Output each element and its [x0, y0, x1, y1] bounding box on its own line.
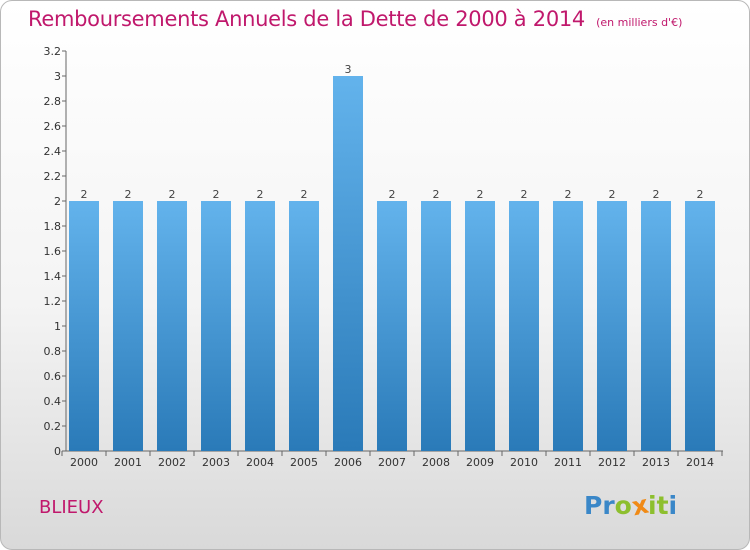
y-tick-label: 1	[54, 320, 61, 333]
x-tick-label: 2003	[202, 456, 230, 469]
bar	[685, 201, 715, 451]
data-label: 2	[477, 188, 484, 201]
x-tick-label: 2013	[642, 456, 670, 469]
x-tick-label: 2009	[466, 456, 494, 469]
x-tick-label: 2005	[290, 456, 318, 469]
y-tick-label: 0.8	[44, 345, 62, 358]
logo-letter: r	[602, 491, 615, 520]
data-label: 3	[345, 63, 352, 76]
data-label: 2	[125, 188, 132, 201]
y-tick-label: 1.2	[44, 295, 62, 308]
bar	[333, 76, 363, 451]
y-tick-label: 0.6	[44, 370, 62, 383]
x-tick-label: 2008	[422, 456, 450, 469]
logo-letter: t	[656, 491, 669, 520]
chart-subtitle: (en milliers d'€)	[596, 16, 683, 29]
bar	[377, 201, 407, 451]
y-tick-label: 2.6	[44, 120, 62, 133]
data-label: 2	[257, 188, 264, 201]
data-label: 2	[565, 188, 572, 201]
x-tick-label: 2002	[158, 456, 186, 469]
x-tick-label: 2010	[510, 456, 538, 469]
bar	[509, 201, 539, 451]
y-tick-label: 1.8	[44, 220, 62, 233]
data-label: 2	[301, 188, 308, 201]
bar	[641, 201, 671, 451]
data-label: 2	[81, 188, 88, 201]
logo-letter: P	[584, 491, 603, 520]
y-tick-label: 2.2	[44, 170, 62, 183]
y-tick-label: 2	[54, 195, 61, 208]
bar	[597, 201, 627, 451]
x-tick-label: 2006	[334, 456, 362, 469]
x-tick-label: 2001	[114, 456, 142, 469]
bar	[553, 201, 583, 451]
x-tick-label: 2004	[246, 456, 274, 469]
chart-title: Remboursements Annuels de la Dette de 20…	[28, 7, 585, 31]
logo-letter: i	[648, 491, 657, 520]
data-label: 2	[521, 188, 528, 201]
chart-header: Remboursements Annuels de la Dette de 20…	[28, 7, 682, 31]
y-tick-label: 0	[54, 445, 61, 458]
y-tick-label: 0.4	[44, 395, 62, 408]
data-label: 2	[433, 188, 440, 201]
x-tick-label: 2014	[686, 456, 714, 469]
proxiti-logo: Proxiti	[584, 490, 678, 522]
bar	[465, 201, 495, 451]
data-label: 2	[213, 188, 220, 201]
y-tick-label: 1.4	[44, 270, 62, 283]
commune-name: BLIEUX	[39, 497, 104, 518]
bar	[69, 201, 99, 451]
x-tick-label: 2007	[378, 456, 406, 469]
y-tick-label: 2.8	[44, 95, 62, 108]
bar	[201, 201, 231, 451]
y-tick-label: 3.2	[44, 45, 62, 58]
y-tick-label: 0.2	[44, 420, 62, 433]
x-tick-label: 2012	[598, 456, 626, 469]
bar	[245, 201, 275, 451]
logo-letter: i	[668, 491, 678, 520]
y-tick-label: 1.6	[44, 245, 62, 258]
logo-letter: o	[614, 491, 632, 520]
bar	[289, 201, 319, 451]
y-tick-label: 2.4	[44, 145, 62, 158]
data-label: 2	[697, 188, 704, 201]
data-label: 2	[389, 188, 396, 201]
data-label: 2	[169, 188, 176, 201]
bar	[113, 201, 143, 451]
data-label: 2	[653, 188, 660, 201]
y-tick-label: 3	[54, 70, 61, 83]
x-tick-label: 2011	[554, 456, 582, 469]
data-label: 2	[609, 188, 616, 201]
bar	[421, 201, 451, 451]
bar	[157, 201, 187, 451]
x-tick-label: 2000	[70, 456, 98, 469]
